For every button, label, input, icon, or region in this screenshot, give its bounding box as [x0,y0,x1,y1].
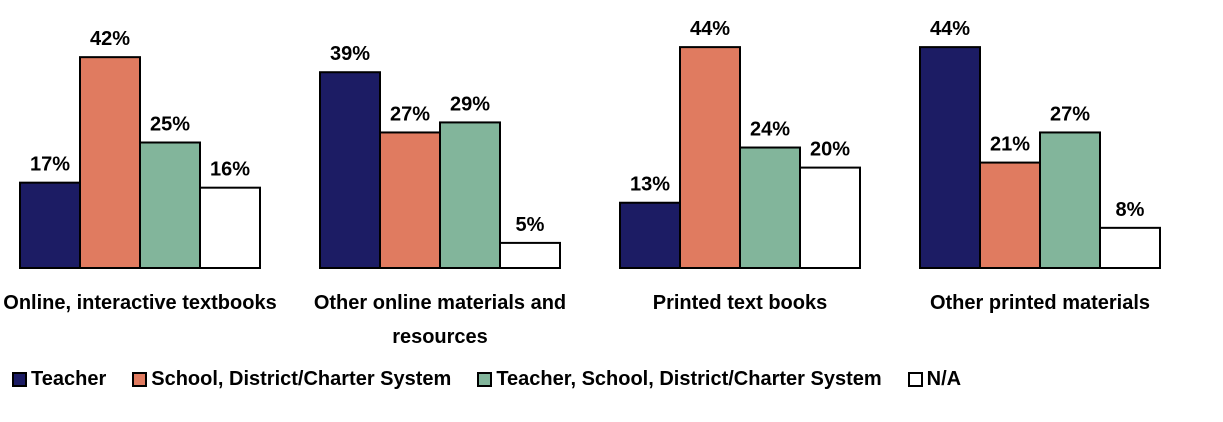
bar [199,186,261,269]
data-label: 27% [1050,103,1090,125]
bar [19,181,81,269]
bar [1039,131,1101,269]
legend-label: N/A [926,368,962,390]
data-label: 25% [150,114,190,136]
data-label: 29% [450,93,490,115]
data-label: 27% [390,103,430,125]
data-label: 24% [750,119,790,141]
bar [139,141,201,269]
legend: Teacher School, District/Charter System Te… [12,368,961,391]
bar [799,166,861,270]
legend-item: N/A [907,368,962,391]
bar [619,201,681,270]
data-label: 44% [930,18,970,40]
legend-swatch [907,372,923,387]
data-label: 21% [990,134,1030,156]
legend-item: Teacher [12,368,106,391]
category-label: Printed text books [652,292,828,314]
legend-swatch [477,372,493,387]
bar [499,241,561,269]
bar [1099,226,1161,269]
legend-label: School, District/Charter System [151,368,452,390]
legend-swatch [132,372,148,387]
bar [379,131,441,269]
bar [79,56,141,269]
legend-label: Teacher, School, District/Charter System [496,368,882,390]
data-label: 5% [516,214,545,236]
data-label: 13% [630,174,670,196]
data-label: 8% [1116,199,1145,221]
legend-item: School, District/Charter System [132,368,451,391]
data-label: 16% [210,159,250,181]
bar [679,46,741,270]
data-label: 39% [330,43,370,65]
data-label: 42% [90,28,130,50]
bar [919,46,981,270]
bar [439,121,501,269]
data-label: 17% [30,154,70,176]
bar [739,146,801,270]
category-label: Other printed materials [929,292,1151,314]
bar [319,71,381,269]
bar [979,161,1041,269]
data-label: 44% [690,18,730,40]
category-label: Online, interactive textbooks [3,292,277,314]
category-label: Other online materials and resources [313,292,567,348]
legend-label: Teacher [31,368,107,390]
data-label: 20% [810,139,850,161]
legend-item: Teacher, School, District/Charter System [477,368,882,391]
legend-swatch [12,372,27,387]
